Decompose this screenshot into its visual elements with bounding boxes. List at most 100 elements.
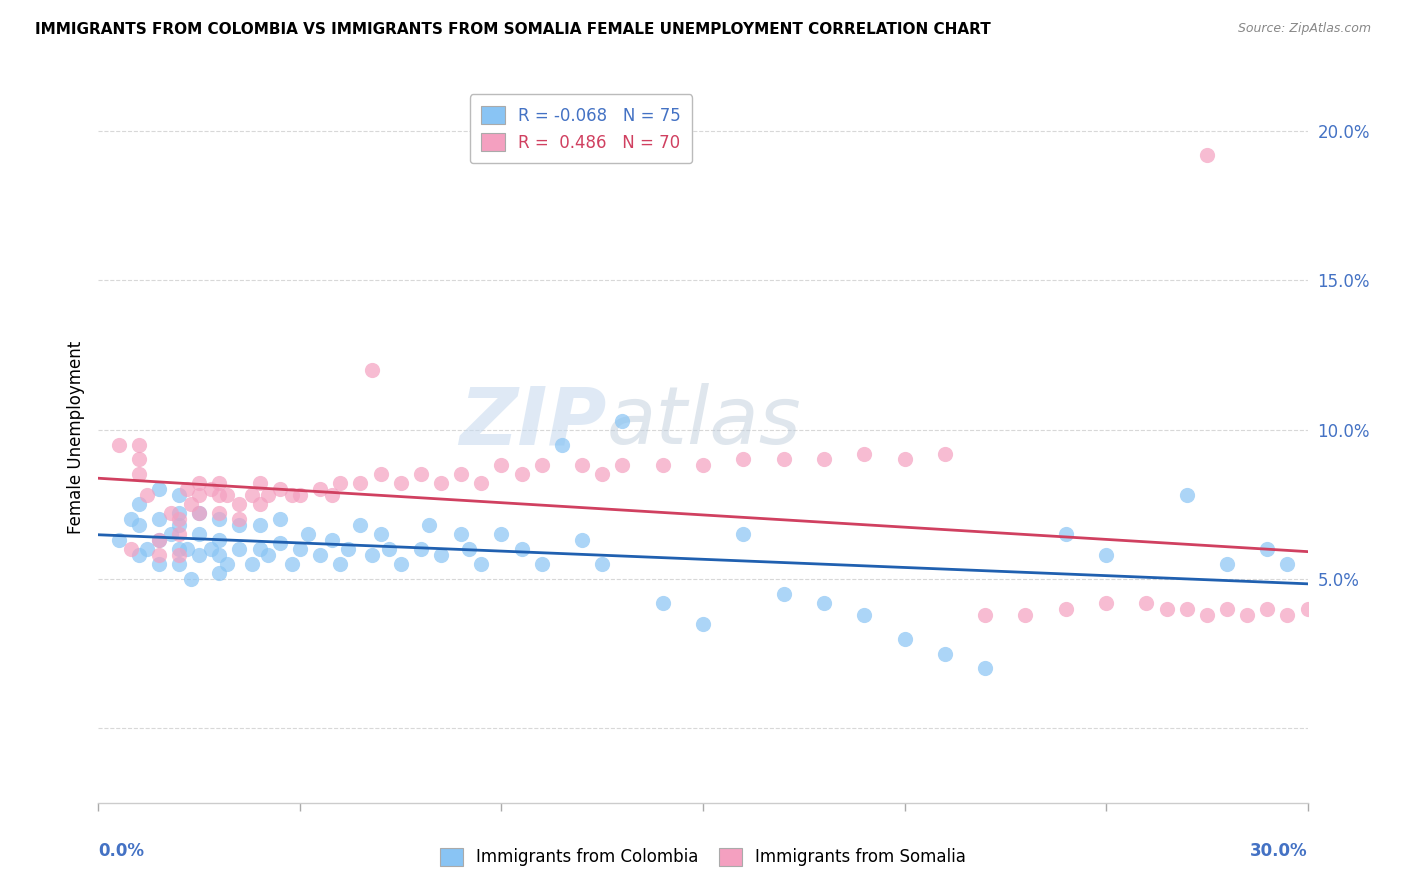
- Point: [128, 548, 150, 562]
- Text: Source: ZipAtlas.com: Source: ZipAtlas.com: [1237, 22, 1371, 36]
- Point: [389, 476, 412, 491]
- Point: [180, 497, 202, 511]
- Point: [470, 476, 492, 491]
- Point: [591, 557, 613, 571]
- Point: [188, 488, 211, 502]
- Point: [692, 616, 714, 631]
- Point: [1156, 601, 1178, 615]
- Point: [430, 548, 453, 562]
- Text: 0.0%: 0.0%: [98, 842, 145, 860]
- Point: [309, 548, 332, 562]
- Point: [128, 518, 150, 533]
- Point: [389, 557, 412, 571]
- Point: [269, 536, 291, 550]
- Point: [200, 483, 222, 497]
- Point: [361, 363, 384, 377]
- Point: [167, 518, 190, 533]
- Point: [208, 506, 231, 520]
- Point: [148, 548, 170, 562]
- Point: [853, 446, 876, 460]
- Point: [370, 467, 392, 482]
- Point: [813, 596, 835, 610]
- Point: [571, 533, 593, 547]
- Point: [228, 542, 250, 557]
- Point: [571, 458, 593, 473]
- Point: [135, 488, 157, 502]
- Point: [167, 527, 190, 541]
- Point: [148, 512, 170, 526]
- Point: [974, 607, 997, 622]
- Point: [160, 527, 183, 541]
- Point: [1277, 607, 1299, 622]
- Point: [167, 548, 190, 562]
- Point: [329, 476, 352, 491]
- Point: [1175, 488, 1198, 502]
- Point: [176, 483, 198, 497]
- Point: [418, 518, 440, 533]
- Point: [208, 488, 231, 502]
- Point: [530, 557, 553, 571]
- Point: [281, 557, 304, 571]
- Point: [321, 488, 343, 502]
- Point: [510, 542, 533, 557]
- Point: [188, 506, 211, 520]
- Point: [1277, 557, 1299, 571]
- Point: [128, 497, 150, 511]
- Point: [491, 458, 513, 473]
- Point: [692, 458, 714, 473]
- Text: ZIP: ZIP: [458, 384, 606, 461]
- Point: [135, 542, 157, 557]
- Point: [510, 467, 533, 482]
- Point: [120, 542, 142, 557]
- Point: [188, 476, 211, 491]
- Legend: R = -0.068   N = 75, R =  0.486   N = 70: R = -0.068 N = 75, R = 0.486 N = 70: [470, 95, 692, 163]
- Point: [934, 647, 956, 661]
- Point: [651, 458, 673, 473]
- Point: [491, 527, 513, 541]
- Point: [1014, 607, 1036, 622]
- Point: [458, 542, 481, 557]
- Point: [217, 488, 239, 502]
- Point: [1216, 557, 1239, 571]
- Point: [148, 557, 170, 571]
- Point: [612, 414, 634, 428]
- Point: [148, 483, 170, 497]
- Point: [217, 557, 239, 571]
- Point: [853, 607, 876, 622]
- Point: [269, 483, 291, 497]
- Text: atlas: atlas: [606, 384, 801, 461]
- Point: [208, 512, 231, 526]
- Point: [1095, 596, 1118, 610]
- Point: [128, 452, 150, 467]
- Point: [1054, 527, 1077, 541]
- Point: [249, 518, 271, 533]
- Point: [256, 488, 278, 502]
- Point: [1195, 148, 1218, 162]
- Point: [288, 542, 311, 557]
- Point: [321, 533, 343, 547]
- Point: [148, 533, 170, 547]
- Point: [167, 506, 190, 520]
- Point: [893, 632, 915, 646]
- Point: [329, 557, 352, 571]
- Point: [228, 518, 250, 533]
- Point: [200, 542, 222, 557]
- Legend: Immigrants from Colombia, Immigrants from Somalia: Immigrants from Colombia, Immigrants fro…: [433, 841, 973, 873]
- Point: [167, 488, 190, 502]
- Point: [974, 661, 997, 675]
- Point: [409, 467, 432, 482]
- Point: [409, 542, 432, 557]
- Point: [430, 476, 453, 491]
- Point: [1256, 601, 1278, 615]
- Point: [813, 452, 835, 467]
- Point: [240, 488, 263, 502]
- Point: [228, 512, 250, 526]
- Point: [160, 506, 183, 520]
- Point: [180, 572, 202, 586]
- Point: [450, 467, 472, 482]
- Point: [1054, 601, 1077, 615]
- Y-axis label: Female Unemployment: Female Unemployment: [66, 341, 84, 533]
- Text: 30.0%: 30.0%: [1250, 842, 1308, 860]
- Point: [309, 483, 332, 497]
- Point: [361, 548, 384, 562]
